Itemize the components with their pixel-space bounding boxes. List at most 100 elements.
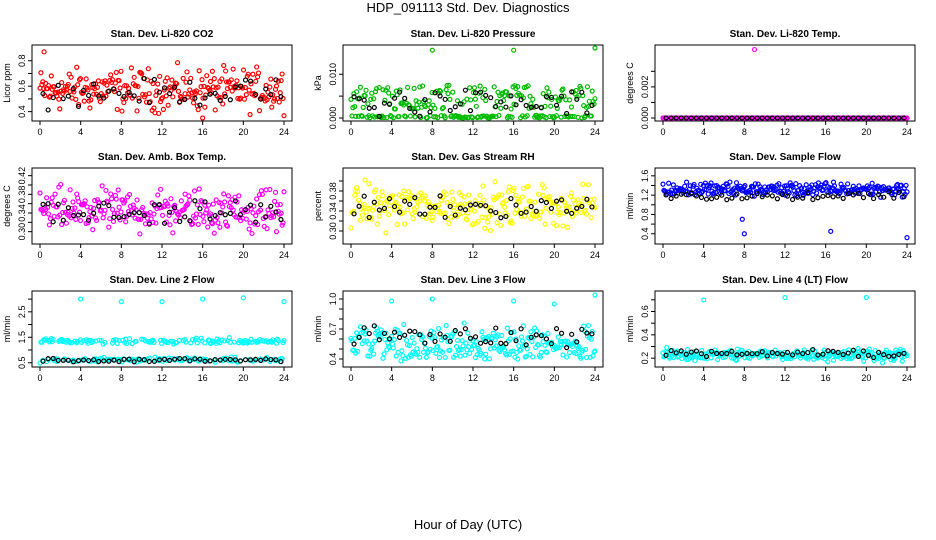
data-point bbox=[211, 230, 217, 236]
x-tick-label: 0 bbox=[348, 373, 353, 383]
data-point bbox=[430, 347, 436, 354]
mean-point bbox=[207, 91, 213, 97]
mean-point bbox=[663, 115, 669, 121]
data-point bbox=[165, 102, 171, 108]
data-point bbox=[172, 202, 178, 208]
mean-point bbox=[371, 199, 377, 205]
data-point bbox=[505, 189, 511, 195]
data-point bbox=[273, 229, 280, 235]
data-point bbox=[426, 201, 432, 208]
data-point bbox=[508, 106, 514, 112]
data-point bbox=[222, 91, 228, 97]
data-point bbox=[480, 183, 486, 189]
mean-point bbox=[688, 349, 694, 355]
data-point bbox=[439, 349, 445, 355]
mean-point bbox=[60, 217, 66, 223]
mean-point bbox=[258, 202, 264, 208]
mean-point bbox=[744, 195, 750, 201]
y-tick-label: 0.42 bbox=[17, 167, 27, 185]
data-point bbox=[362, 177, 368, 183]
data-point bbox=[76, 199, 82, 205]
panel-7: Stan. Dev. Line 2 Flow ml/min 0 4 8 12 16 20 24 0… bbox=[2, 275, 293, 383]
data-point bbox=[107, 216, 113, 222]
mean-point bbox=[865, 190, 872, 197]
mean-point bbox=[881, 115, 887, 121]
data-point bbox=[102, 78, 108, 84]
data-point bbox=[498, 222, 504, 229]
y-tick-label: 0.000 bbox=[640, 107, 650, 130]
data-point bbox=[248, 336, 254, 342]
mean-point bbox=[242, 207, 249, 213]
mean-point bbox=[182, 356, 188, 362]
data-point bbox=[271, 214, 277, 220]
data-point bbox=[455, 212, 461, 218]
mean-point bbox=[412, 195, 418, 201]
data-point bbox=[404, 207, 411, 213]
data-point bbox=[255, 70, 262, 76]
data-point bbox=[128, 65, 134, 71]
mean-point bbox=[569, 331, 575, 337]
mean-point bbox=[693, 348, 700, 354]
data-point bbox=[412, 350, 418, 356]
data-point bbox=[51, 84, 57, 90]
data-point bbox=[401, 188, 407, 194]
data-point bbox=[419, 195, 425, 201]
data-point bbox=[725, 183, 731, 190]
data-point bbox=[493, 343, 499, 349]
x-tick-label: 4 bbox=[389, 250, 394, 260]
data-point bbox=[547, 194, 553, 200]
data-point bbox=[151, 105, 157, 111]
data-point bbox=[553, 345, 559, 352]
data-point bbox=[230, 66, 236, 72]
data-point bbox=[892, 355, 898, 362]
x-tick-label: 0 bbox=[37, 373, 42, 383]
mean-point bbox=[508, 329, 514, 336]
data-point bbox=[487, 227, 494, 234]
outlier-point bbox=[200, 296, 206, 302]
data-point bbox=[41, 210, 47, 217]
mean-point bbox=[126, 356, 132, 362]
mean-point bbox=[111, 214, 117, 220]
data-point bbox=[115, 187, 121, 193]
mean-point bbox=[673, 350, 679, 356]
data-point bbox=[389, 192, 396, 199]
data-point bbox=[477, 83, 483, 89]
data-point bbox=[219, 76, 225, 82]
data-point bbox=[485, 214, 492, 220]
mean-point bbox=[810, 196, 816, 203]
mean-point bbox=[351, 211, 357, 217]
data-point bbox=[538, 209, 544, 215]
mean-point bbox=[729, 195, 735, 201]
mean-point bbox=[488, 208, 494, 214]
data-point bbox=[257, 207, 264, 213]
mean-point bbox=[258, 357, 264, 363]
outlier-point bbox=[118, 299, 124, 305]
mean-point bbox=[673, 115, 679, 121]
mean-point bbox=[177, 218, 183, 225]
data-point bbox=[134, 108, 140, 114]
data-point bbox=[230, 207, 236, 213]
data-point bbox=[88, 97, 94, 103]
data-point bbox=[161, 87, 167, 93]
data-point bbox=[146, 90, 152, 97]
data-point bbox=[467, 350, 473, 356]
data-point bbox=[592, 348, 598, 354]
data-point bbox=[898, 182, 904, 188]
mean-point bbox=[513, 338, 519, 344]
data-point bbox=[156, 110, 162, 117]
data-point bbox=[359, 212, 365, 218]
data-point bbox=[123, 219, 129, 225]
panel-9: Stan. Dev. Line 4 (LT) Flow ml/min 0 4 8 12 16… bbox=[625, 275, 916, 383]
mean-point bbox=[116, 90, 122, 96]
data-point bbox=[87, 105, 93, 111]
mean-point bbox=[106, 202, 112, 209]
data-point bbox=[189, 221, 195, 228]
mean-point bbox=[101, 200, 107, 206]
mean-point bbox=[116, 214, 122, 221]
mean-point bbox=[356, 203, 362, 209]
mean-point bbox=[678, 348, 684, 354]
data-point bbox=[518, 334, 525, 340]
data-point bbox=[159, 212, 166, 218]
data-point bbox=[222, 199, 228, 205]
mean-point bbox=[86, 357, 92, 364]
